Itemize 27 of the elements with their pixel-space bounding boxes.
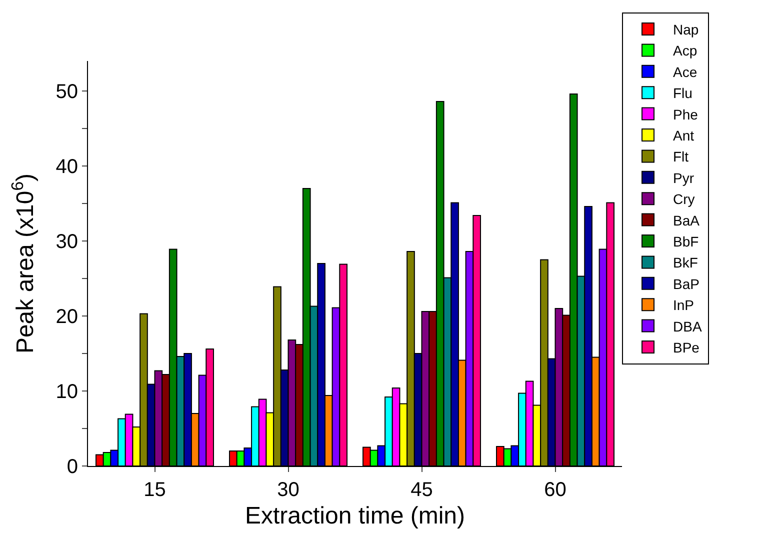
legend-label: BaP (673, 276, 700, 292)
legend-label: Pyr (673, 170, 694, 186)
legend-label: Nap (673, 21, 699, 38)
legend-label: Ant (673, 127, 694, 144)
legend-label: BPe (673, 339, 700, 356)
x-tick-label: 60 (544, 479, 566, 501)
y-tick-label: 10 (56, 381, 78, 403)
legend-label: Acp (673, 42, 698, 59)
y-tick-label: 50 (56, 81, 78, 103)
legend-label: Ace (673, 64, 698, 80)
legend-label: DBA (673, 318, 702, 334)
legend-label: InP (673, 297, 694, 314)
y-tick-label: 40 (56, 156, 78, 178)
legend-label: BaA (673, 212, 700, 228)
x-tick-label: 45 (410, 479, 433, 501)
legend-label: BbF (673, 233, 699, 250)
legend-label: Phe (673, 106, 698, 122)
x-tick-label: 30 (277, 479, 300, 501)
legend-label: Flu (673, 85, 692, 102)
legend-label: Cry (673, 191, 695, 208)
legend-label: Flt (673, 148, 689, 165)
y-tick-label: 0 (66, 456, 78, 478)
y-tick-label: 20 (56, 306, 78, 328)
x-axis-title: Extraction time (min) (244, 502, 466, 530)
y-tick-label: 30 (56, 231, 78, 253)
x-tick-label: 15 (144, 479, 166, 501)
legend-label: BkF (673, 254, 698, 271)
